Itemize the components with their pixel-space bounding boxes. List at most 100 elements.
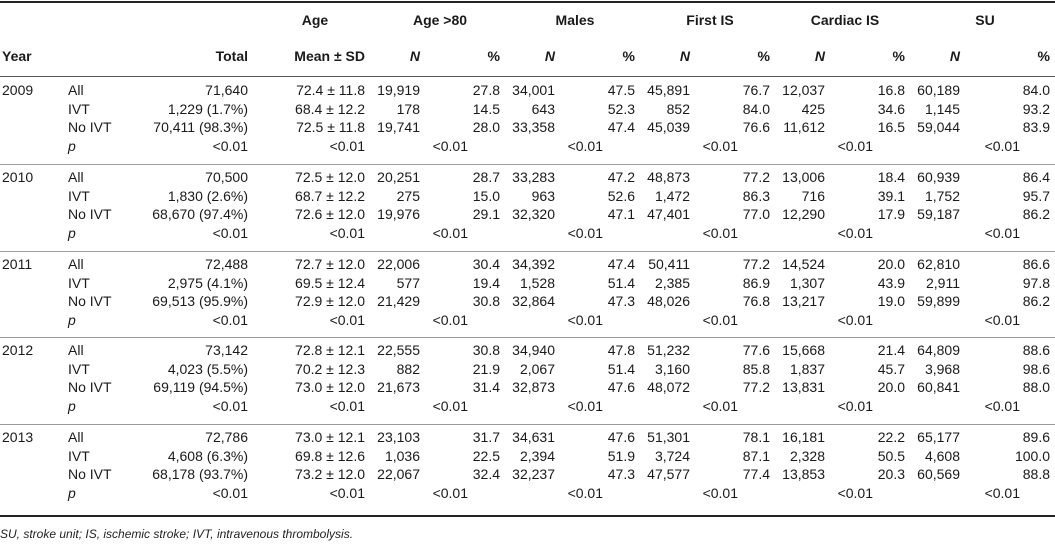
table-cell-c-p: 20.0 bbox=[877, 379, 905, 395]
table-cell-a80-n: 882 bbox=[396, 361, 420, 377]
table-cell-a80-n: 20,251 bbox=[377, 169, 420, 185]
table-cell-m-n: 33,283 bbox=[512, 169, 555, 185]
table-cell-m-n: 2,067 bbox=[519, 361, 555, 377]
p-value-cell-total: <0.01 bbox=[212, 225, 248, 241]
table-cell-age: 72.9 ± 12.0 bbox=[295, 293, 365, 309]
table-cell-c-n: 13,006 bbox=[782, 169, 825, 185]
table-cell-total: 71,640 bbox=[205, 82, 248, 98]
table-cell-su-n: 59,899 bbox=[917, 293, 960, 309]
p-value-cell-c: <0.01 bbox=[837, 485, 873, 501]
table-cell-su-n: 2,911 bbox=[926, 275, 960, 291]
group-divider bbox=[0, 164, 1055, 165]
p-value-cell-m: <0.01 bbox=[567, 485, 603, 501]
table-cell-age: 72.7 ± 12.0 bbox=[295, 256, 365, 272]
top-rule bbox=[0, 1, 1055, 3]
table-cell-m-n: 32,320 bbox=[512, 206, 555, 222]
table-cell-c-p: 39.1 bbox=[877, 188, 905, 204]
table-cell-a80-p: 14.5 bbox=[472, 101, 500, 117]
table-cell-m-p: 47.1 bbox=[607, 206, 635, 222]
table-cell-m-p: 47.4 bbox=[607, 256, 635, 272]
table-cell-c-n: 12,290 bbox=[782, 206, 825, 222]
year-cell: 2013 bbox=[2, 429, 34, 445]
header-age: Age bbox=[301, 12, 329, 28]
table-cell-a80-n: 21,673 bbox=[377, 379, 420, 395]
table-cell-su-n: 3,968 bbox=[924, 361, 960, 377]
table-cell-m-p: 47.3 bbox=[607, 293, 635, 309]
p-value-cell-total: <0.01 bbox=[212, 398, 248, 414]
table-cell-su-n: 1,145 bbox=[924, 101, 960, 117]
table-cell-f-n: 51,232 bbox=[647, 342, 690, 358]
table-cell-su-p: 93.2 bbox=[1022, 101, 1050, 117]
year-cell: 2012 bbox=[2, 342, 34, 358]
table-cell-age: 73.2 ± 12.0 bbox=[295, 466, 365, 482]
table-cell-label: IVT bbox=[68, 448, 90, 464]
table-cell-su-n: 59,044 bbox=[917, 119, 960, 135]
table-cell-su-p: 97.8 bbox=[1022, 275, 1050, 291]
table-cell-c-n: 14,524 bbox=[782, 256, 825, 272]
group-divider bbox=[0, 251, 1055, 252]
table-cell-f-p: 76.6 bbox=[742, 119, 770, 135]
table-cell-m-p: 51.9 bbox=[607, 448, 635, 464]
table-cell-a80-p: 15.0 bbox=[472, 188, 500, 204]
table-cell-a80-n: 577 bbox=[396, 275, 420, 291]
table-cell-total: 72,488 bbox=[205, 256, 248, 272]
table-cell-f-n: 1,472 bbox=[654, 188, 690, 204]
table-cell-a80-n: 22,555 bbox=[377, 342, 420, 358]
table-cell-label: IVT bbox=[68, 275, 90, 291]
table-cell-age: 70.2 ± 12.3 bbox=[295, 361, 365, 377]
table-cell-su-p: 88.6 bbox=[1022, 342, 1050, 358]
table-cell-m-p: 52.3 bbox=[607, 101, 635, 117]
p-value-cell-total: <0.01 bbox=[212, 138, 248, 154]
table-cell-f-p: 77.4 bbox=[742, 466, 770, 482]
header-a80-n: N bbox=[409, 48, 420, 64]
table-cell-f-p: 86.3 bbox=[742, 188, 770, 204]
table-cell-a80-n: 21,429 bbox=[377, 293, 420, 309]
table-cell-m-n: 32,237 bbox=[512, 466, 555, 482]
table-cell-c-p: 21.4 bbox=[877, 342, 905, 358]
header-males: Males bbox=[555, 12, 595, 28]
table-cell-c-p: 20.0 bbox=[877, 256, 905, 272]
table-cell-label: All bbox=[68, 82, 84, 98]
table-cell-su-n: 64,809 bbox=[917, 342, 960, 358]
table-cell-c-n: 13,853 bbox=[782, 466, 825, 482]
table-cell-m-p: 47.8 bbox=[607, 342, 635, 358]
table-cell-label: All bbox=[68, 169, 84, 185]
p-value-cell-total: <0.01 bbox=[212, 312, 248, 328]
table-cell-su-p: 89.6 bbox=[1022, 429, 1050, 445]
table-cell-su-n: 1,752 bbox=[924, 188, 960, 204]
table-cell-su-p: 86.6 bbox=[1022, 256, 1050, 272]
table-cell-su-p: 95.7 bbox=[1022, 188, 1050, 204]
table-cell-c-n: 16,181 bbox=[782, 429, 825, 445]
table-cell-a80-p: 30.4 bbox=[472, 256, 500, 272]
table-cell-f-n: 48,873 bbox=[647, 169, 690, 185]
table-cell-m-n: 34,940 bbox=[512, 342, 555, 358]
table-cell-m-n: 33,358 bbox=[512, 119, 555, 135]
p-value-cell-su: <0.01 bbox=[984, 138, 1020, 154]
table-cell-c-n: 12,037 bbox=[782, 82, 825, 98]
table-cell-label: No IVT bbox=[68, 206, 112, 222]
table-cell-su-n: 60,841 bbox=[917, 379, 960, 395]
table-cell-f-p: 78.1 bbox=[742, 429, 770, 445]
header-c-n: N bbox=[814, 48, 825, 64]
table-cell-age: 69.5 ± 12.4 bbox=[295, 275, 365, 291]
p-value-cell-su: <0.01 bbox=[984, 485, 1020, 501]
p-value-cell-label: p bbox=[68, 138, 76, 154]
header-m-pct: % bbox=[622, 48, 635, 64]
header-age-over-80: Age >80 bbox=[412, 12, 468, 28]
table-cell-a80-p: 21.9 bbox=[472, 361, 500, 377]
table-cell-age: 68.7 ± 12.2 bbox=[295, 188, 365, 204]
table-cell-f-p: 85.8 bbox=[742, 361, 770, 377]
table-cell-a80-p: 22.5 bbox=[472, 448, 500, 464]
table-cell-f-p: 76.8 bbox=[742, 293, 770, 309]
table-cell-f-p: 84.0 bbox=[742, 101, 770, 117]
table-cell-f-p: 76.7 bbox=[742, 82, 770, 98]
header-year: Year bbox=[2, 48, 32, 64]
table-cell-f-n: 48,072 bbox=[647, 379, 690, 395]
table-cell-su-p: 86.4 bbox=[1022, 169, 1050, 185]
table-cell-total: 73,142 bbox=[205, 342, 248, 358]
table-cell-a80-n: 1,036 bbox=[384, 448, 420, 464]
table-cell-m-n: 963 bbox=[531, 188, 555, 204]
group-divider bbox=[0, 337, 1055, 338]
table-cell-a80-p: 32.4 bbox=[472, 466, 500, 482]
table-cell-m-n: 2,394 bbox=[519, 448, 555, 464]
